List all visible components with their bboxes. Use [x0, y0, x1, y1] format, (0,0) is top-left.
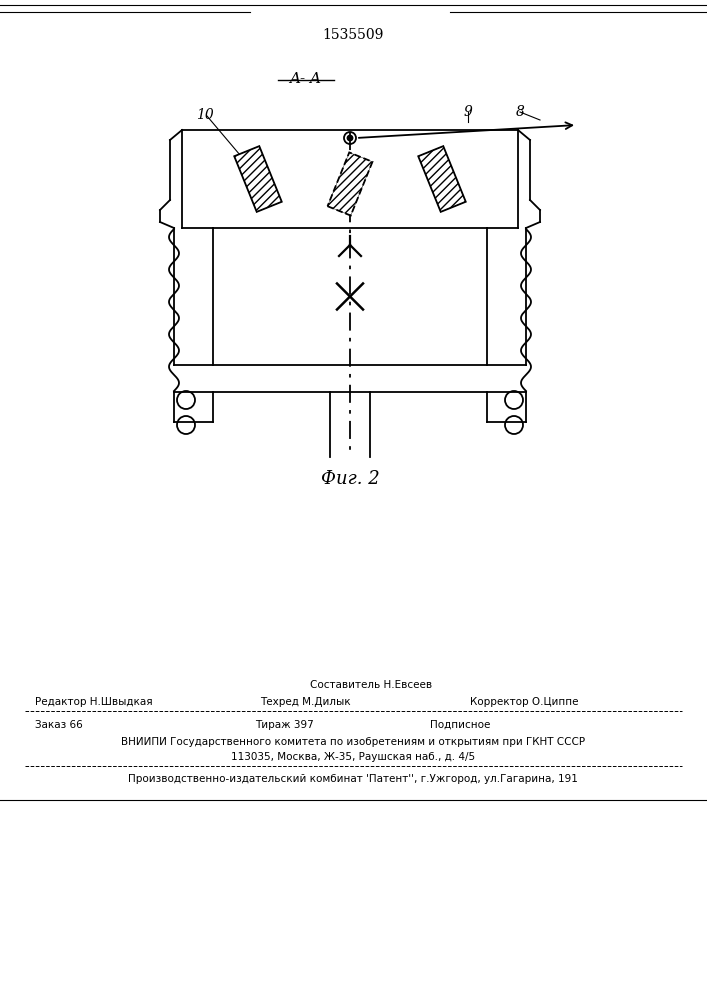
Text: 1535509: 1535509: [322, 28, 384, 42]
Text: Редактор Н.Швыдкая: Редактор Н.Швыдкая: [35, 697, 153, 707]
Circle shape: [348, 135, 353, 140]
Text: Фиг. 2: Фиг. 2: [321, 470, 380, 488]
Text: Подписное: Подписное: [430, 720, 491, 730]
Text: ВНИИПИ Государственного комитета по изобретениям и открытиям при ГКНТ СССР: ВНИИПИ Государственного комитета по изоб…: [121, 737, 585, 747]
Text: Производственно-издательский комбинат 'Патент'', г.Ужгород, ул.Гагарина, 191: Производственно-издательский комбинат 'П…: [128, 774, 578, 784]
Text: 9: 9: [464, 105, 472, 119]
Text: Тираж 397: Тираж 397: [255, 720, 314, 730]
Text: 8: 8: [515, 105, 525, 119]
Text: 113035, Москва, Ж-35, Раушская наб., д. 4/5: 113035, Москва, Ж-35, Раушская наб., д. …: [231, 752, 475, 762]
Polygon shape: [234, 146, 282, 212]
Polygon shape: [419, 146, 466, 212]
Text: Составитель Н.Евсеев: Составитель Н.Евсеев: [310, 680, 432, 690]
Text: A- A: A- A: [289, 72, 321, 86]
Text: Корректор О.Циппе: Корректор О.Циппе: [470, 697, 578, 707]
Text: Техред М.Дилык: Техред М.Дилык: [260, 697, 351, 707]
Text: Заказ 66: Заказ 66: [35, 720, 83, 730]
Polygon shape: [327, 152, 373, 216]
Text: 10: 10: [196, 108, 214, 122]
